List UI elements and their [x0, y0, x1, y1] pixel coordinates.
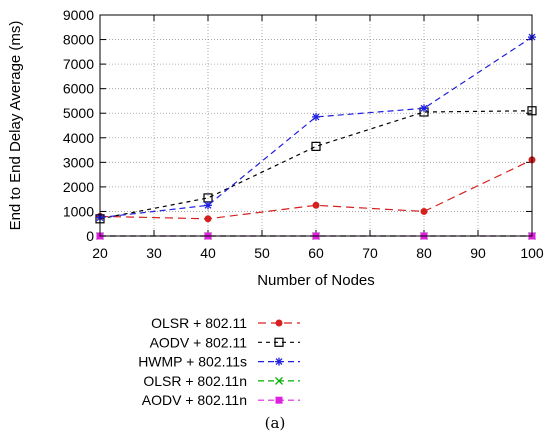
y-tick-label: 8000 — [63, 32, 94, 48]
series-3 — [96, 33, 536, 222]
data-point — [275, 396, 283, 404]
legend-label: AODV + 802.11 — [150, 334, 248, 350]
legend-entry: OLSR + 802.11 — [151, 315, 300, 331]
data-point — [275, 319, 283, 327]
legend-entry: OLSR + 802.11n — [143, 373, 300, 389]
data-point — [311, 141, 321, 151]
x-tick-label: 70 — [362, 245, 378, 261]
y-tick-label: 0 — [86, 228, 94, 244]
data-point — [420, 207, 428, 215]
data-point — [204, 215, 212, 223]
x-tick-label: 100 — [520, 245, 544, 261]
x-axis-label: Number of Nodes — [257, 272, 375, 289]
x-tick-label: 30 — [146, 245, 162, 261]
data-point — [420, 104, 428, 113]
y-tick-label: 7000 — [63, 56, 94, 72]
y-tick-label: 5000 — [63, 105, 94, 121]
legend-label: OLSR + 802.11 — [151, 315, 247, 331]
axis-ticks: 0 1000 2000 3000 4000 5000 6000 7000 8000 9000 20 3… — [63, 7, 544, 261]
series-line — [99, 110, 533, 220]
series-line — [99, 36, 533, 219]
y-tick-label: 1000 — [63, 203, 94, 219]
y-axis-label: End to End Delay Average (ms) — [7, 21, 24, 231]
data-point — [312, 112, 320, 121]
data-point — [274, 337, 284, 347]
data-point — [275, 376, 283, 385]
legend-entry: HWMP + 802.11s — [138, 354, 300, 370]
legend-label: AODV + 802.11n — [142, 392, 247, 408]
x-tick-label: 80 — [416, 245, 432, 261]
series-line — [99, 159, 533, 220]
legend-label: OLSR + 802.11n — [143, 373, 247, 389]
legend: OLSR + 802.11 AODV + 802.11 HWMP + 802.11s… — [138, 315, 300, 408]
y-tick-label: 3000 — [63, 154, 94, 170]
data-point — [312, 201, 320, 209]
y-tick-label: 4000 — [63, 130, 94, 146]
x-tick-label: 40 — [200, 245, 216, 261]
y-tick-label: 6000 — [63, 81, 94, 97]
x-tick-label: 90 — [470, 245, 486, 261]
legend-label: HWMP + 802.11s — [138, 354, 247, 370]
y-tick-label: 2000 — [63, 179, 94, 195]
legend-entry: AODV + 802.11n — [142, 392, 300, 408]
figure-caption: (a) — [265, 414, 286, 432]
y-tick-label: 9000 — [63, 7, 94, 23]
x-tick-label: 20 — [92, 245, 108, 261]
data-point — [204, 201, 212, 210]
x-tick-label: 60 — [308, 245, 324, 261]
data-point — [275, 357, 283, 366]
plot-frame — [99, 14, 533, 237]
legend-entry: AODV + 802.11 — [150, 334, 300, 350]
x-tick-label: 50 — [254, 245, 270, 261]
